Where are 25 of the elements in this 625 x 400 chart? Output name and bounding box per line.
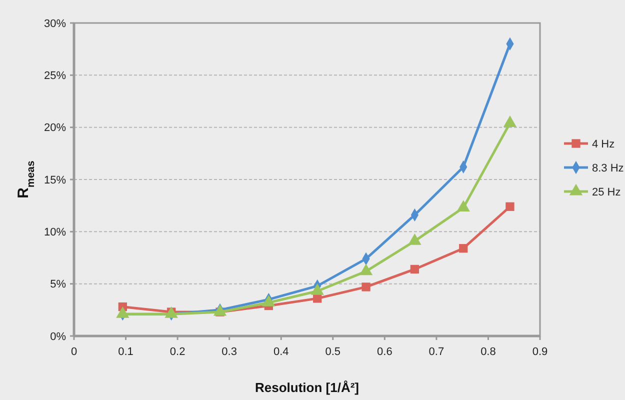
point (459, 244, 468, 253)
x-tick-label: 0.5 (325, 346, 341, 358)
x-tick-label: 0.1 (118, 346, 134, 358)
legend-label: 25 Hz (592, 186, 621, 198)
x-tick-label: 0.7 (428, 346, 444, 358)
x-tick-label: 0 (70, 346, 78, 358)
legend-label: 4 Hz (592, 138, 615, 150)
y-tick-label: 10% (44, 226, 66, 239)
y-tick-label: 30% (44, 18, 66, 30)
x-tick-label: 0.2 (170, 346, 186, 358)
x-tick-label: 0.9 (532, 346, 548, 358)
y-tick-label: 5% (50, 278, 66, 291)
x-axis-title: Resolution [1/Å²] (255, 380, 359, 395)
x-tick-label: 0.3 (222, 346, 237, 358)
y-tick-label: 15% (44, 174, 66, 186)
legend-label: 8.3 Hz (592, 162, 624, 174)
x-tick-label: 0.4 (273, 346, 289, 358)
y-tick-label: 25% (44, 70, 66, 82)
y-tick-label: 0% (50, 330, 66, 343)
point (506, 202, 514, 211)
point (362, 282, 370, 292)
point (410, 264, 420, 274)
x-tick-label: 0.8 (480, 346, 496, 358)
y-tick-label: 20% (44, 122, 66, 134)
x-tick-label: 0.6 (377, 346, 392, 358)
